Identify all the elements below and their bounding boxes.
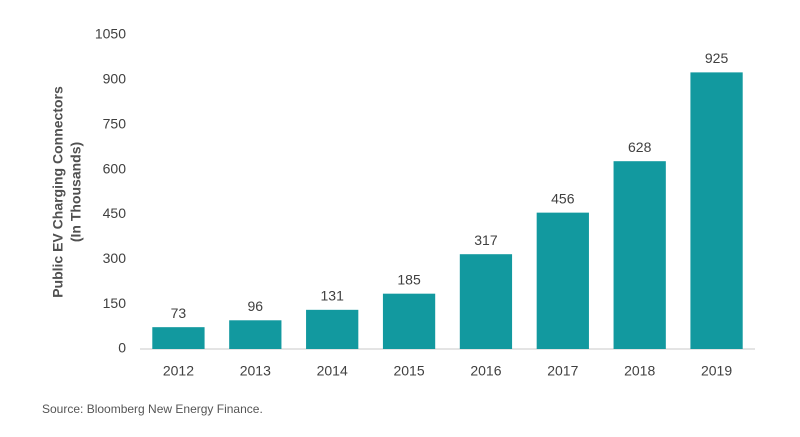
y-axis-title: Public EV Charging Connectors (In Thousa… — [50, 86, 84, 298]
y-tick-label: 1050 — [95, 26, 126, 42]
data-label: 456 — [551, 190, 575, 206]
y-axis-title-line: (In Thousands) — [68, 142, 84, 242]
data-label: 96 — [248, 298, 264, 314]
y-tick-label: 750 — [103, 115, 127, 131]
x-tick-label: 2017 — [547, 363, 578, 379]
y-tick-label: 300 — [103, 250, 127, 266]
x-tick-label: 2018 — [624, 363, 655, 379]
x-tick-label: 2013 — [240, 363, 271, 379]
bar — [382, 293, 436, 349]
bar — [613, 161, 666, 349]
x-tick-label: 2014 — [317, 363, 348, 379]
bar — [536, 212, 589, 349]
data-label: 925 — [705, 50, 729, 66]
source-note: Source: Bloomberg New Energy Finance. — [42, 402, 263, 416]
data-label: 185 — [397, 271, 421, 287]
y-tick-label: 600 — [103, 160, 127, 176]
bar — [229, 320, 282, 349]
data-label: 317 — [474, 232, 498, 248]
x-tick-label: 2015 — [393, 363, 424, 379]
x-tick-label: 2016 — [470, 363, 501, 379]
x-tick-label: 2019 — [701, 363, 732, 379]
data-label: 73 — [171, 305, 187, 321]
y-tick-label: 900 — [103, 71, 127, 87]
y-axis-title-line: Public EV Charging Connectors — [50, 86, 66, 298]
bar — [306, 309, 359, 349]
y-tick-label: 0 — [118, 340, 126, 356]
data-label: 131 — [321, 288, 345, 304]
bar — [152, 327, 205, 349]
x-tick-label: 2012 — [163, 363, 194, 379]
y-tick-label: 450 — [103, 205, 127, 221]
data-label: 628 — [628, 139, 652, 155]
bar — [459, 254, 513, 349]
bar — [690, 72, 743, 349]
y-tick-label: 150 — [103, 295, 127, 311]
